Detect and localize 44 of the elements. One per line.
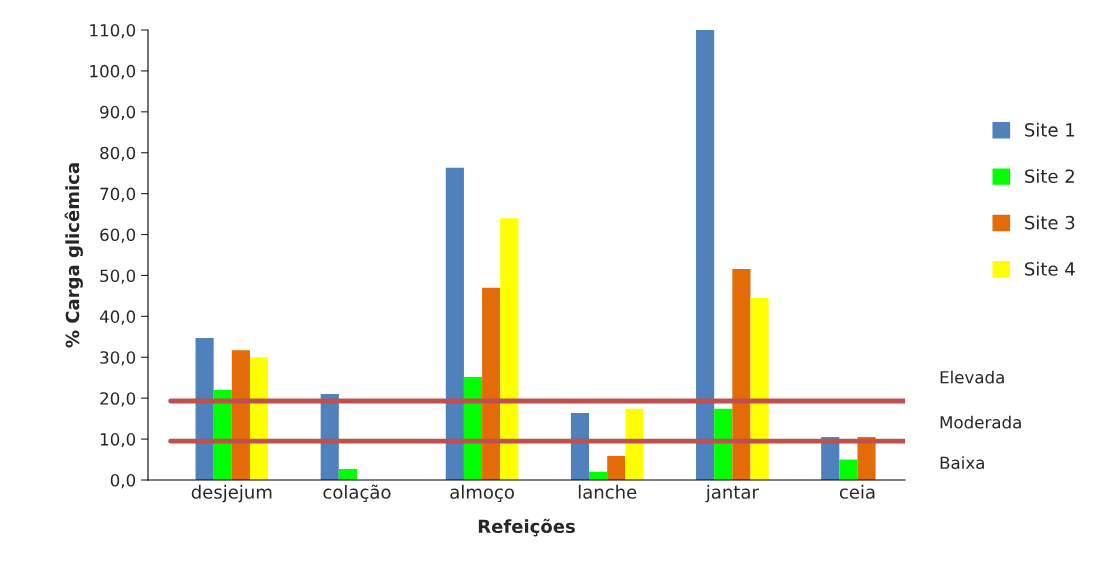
bar	[338, 468, 357, 480]
y-tick-label: 60,0	[100, 228, 136, 243]
bar	[445, 167, 464, 480]
x-tick-label: desjejum	[191, 484, 272, 503]
bar	[857, 437, 876, 480]
y-tick-label: 80,0	[100, 146, 136, 161]
bar	[570, 412, 590, 480]
legend-label: Site 1	[1025, 122, 1075, 137]
x-tick-label: colação	[323, 484, 391, 503]
y-tick-label: 30,0	[100, 351, 136, 366]
legend-label: Site 2	[1025, 169, 1074, 184]
text: Elevada	[940, 370, 1004, 384]
bar	[714, 408, 733, 480]
bar	[463, 376, 483, 480]
bar	[482, 287, 501, 480]
bar	[625, 408, 644, 480]
y-tick-label: 70,0	[100, 187, 136, 202]
y-tick-label: 100,0	[90, 64, 136, 80]
y-axis-title: % Carga glicêmica	[64, 163, 83, 348]
x-axis-title: Refeições	[478, 518, 575, 537]
bar	[750, 297, 769, 480]
legend-label: Site 4	[1025, 261, 1075, 276]
text: Moderada	[940, 415, 1021, 429]
bar	[500, 218, 519, 480]
y-tick-label: 0,0	[110, 473, 136, 489]
y-tick-label: 20,0	[100, 392, 136, 407]
bar	[607, 455, 626, 480]
bar	[732, 268, 751, 480]
y-tick-label: 10,0	[100, 433, 136, 448]
legend-label: Site 3	[1025, 215, 1075, 230]
bar	[839, 459, 858, 480]
x-tick-label: lanche	[578, 484, 637, 499]
x-tick-label: almoço	[450, 484, 514, 503]
bar	[195, 338, 214, 480]
text: Baixa	[940, 456, 984, 470]
y-tick-label: 90,0	[100, 105, 136, 121]
x-tick-label: ceia	[839, 484, 875, 499]
y-tick-label: 50,0	[100, 269, 136, 284]
y-tick-label: 40,0	[99, 310, 136, 325]
bar	[231, 350, 250, 480]
x-tick-label: jantar	[705, 484, 759, 503]
bar	[249, 357, 269, 480]
y-tick-label: 110,0	[90, 23, 136, 39]
bar	[696, 30, 715, 480]
